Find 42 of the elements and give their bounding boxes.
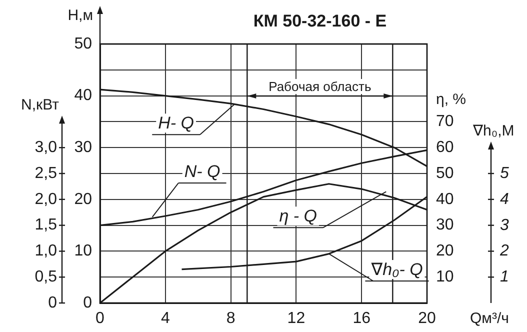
y-tick-label: 3	[500, 216, 509, 234]
y3-tick-label: 30	[436, 216, 454, 234]
chart-title: КМ 50-32-160 - Е	[253, 12, 387, 31]
y-axis-title: H,м	[68, 7, 93, 24]
y-tick-label: 40	[74, 87, 92, 104]
x-tick-label: 4	[160, 310, 170, 328]
y2-axis-title: N,кВт	[21, 96, 60, 114]
y-tick-label: 1	[500, 268, 509, 286]
y-tick-label: 4	[500, 190, 509, 208]
annotation: ∇h₀- Q	[370, 260, 423, 279]
annotation: Рабочая область	[268, 79, 372, 94]
y3-tick-label: 40	[436, 190, 454, 208]
y-tick-label: 20	[74, 190, 92, 208]
annotation: N- Q	[184, 162, 220, 182]
y2-tick-label: 2,5	[34, 164, 58, 182]
y3-tick-label: 50	[436, 164, 454, 182]
y3-tick-label: 20	[436, 242, 454, 260]
y2-tick-label: 0,5	[34, 268, 58, 286]
y3-tick-label: 60	[436, 139, 454, 156]
y2-tick-label: 1,5	[34, 216, 58, 234]
x-tick-label: 0	[96, 310, 105, 328]
y2-tick-label: 1,0	[34, 242, 58, 260]
x-axis-title: Qм³/ч	[470, 310, 509, 328]
annotation: η - Q	[279, 206, 318, 226]
y3-tick-label: 70	[436, 113, 454, 130]
y-tick-label: 50	[74, 35, 92, 52]
y3-axis-title: η, %	[436, 90, 466, 108]
annotation: H- Q	[158, 114, 194, 133]
y-tick-label: 5	[500, 164, 509, 182]
x-tick-label: 12	[287, 310, 306, 328]
x-tick-label: 16	[352, 310, 371, 328]
y2-tick-label: 0	[48, 294, 58, 312]
x-tick-label: 20	[418, 310, 436, 328]
y-tick-label: 2	[499, 242, 509, 260]
y-axis-title: ∇h₀,М	[472, 122, 514, 140]
y-tick-label: 0	[83, 294, 92, 312]
y-tick-label: 10	[74, 242, 92, 260]
y3-tick-label: 10	[436, 268, 454, 286]
y2-tick-label: 2,0	[34, 190, 58, 208]
y2-tick-label: 3,0	[34, 139, 58, 156]
y-tick-label: 30	[74, 139, 92, 156]
x-tick-label: 8	[226, 310, 236, 328]
